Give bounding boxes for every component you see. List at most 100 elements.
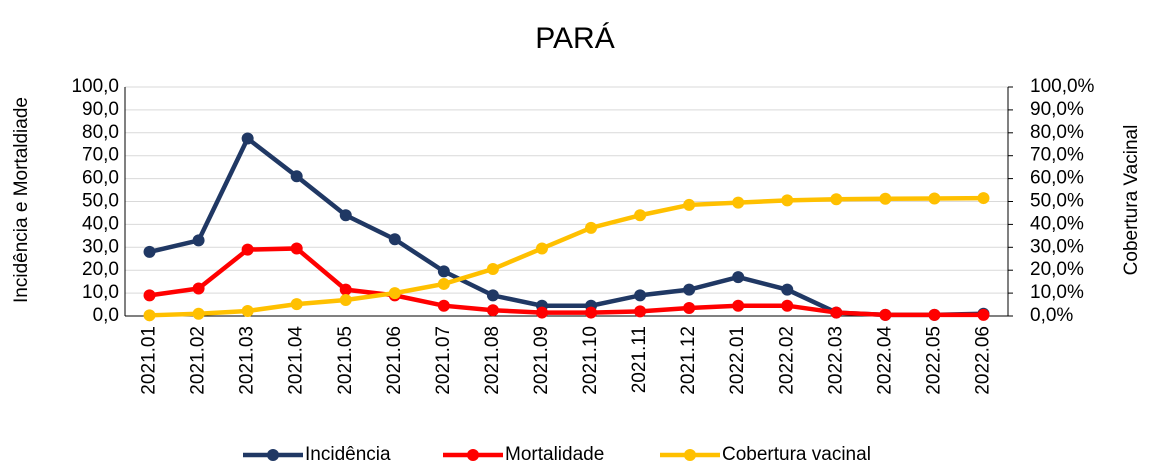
data-point — [486, 304, 499, 317]
y-tick-label: 90,0 — [82, 99, 119, 120]
legend-marker — [684, 449, 696, 461]
data-point — [290, 170, 303, 183]
y-tick-label: 60,0 — [82, 168, 119, 189]
x-tick-label: 2022.01 — [727, 326, 748, 395]
legend-label: Incidência — [305, 444, 391, 465]
x-tick-label: 2022.02 — [776, 326, 797, 395]
data-point — [339, 293, 352, 306]
y-tick-label: 10,0 — [82, 282, 119, 303]
data-point — [486, 263, 499, 276]
data-point — [143, 289, 156, 302]
data-point — [192, 282, 205, 295]
data-point — [290, 242, 303, 255]
series-line — [149, 135, 984, 318]
data-point — [535, 306, 548, 319]
x-tick-label: 2022.04 — [874, 326, 895, 395]
data-point — [732, 271, 745, 284]
y2-tick-label: 90,0% — [1030, 99, 1084, 120]
data-point — [290, 298, 303, 311]
data-point — [241, 304, 254, 317]
data-point — [879, 308, 892, 321]
data-point — [830, 193, 843, 206]
data-point — [585, 306, 598, 319]
x-tick-label: 2022.05 — [923, 326, 944, 395]
data-point — [879, 192, 892, 205]
data-point — [683, 198, 696, 211]
legend-marker — [467, 449, 479, 461]
y-axis-title: Incidência e Mortaldiade — [11, 97, 32, 303]
y-tick-label: 40,0 — [82, 213, 119, 234]
x-tick-label: 2021.02 — [188, 326, 209, 395]
data-point — [585, 221, 598, 234]
x-tick-label: 2021.09 — [531, 326, 552, 395]
data-point — [781, 283, 794, 296]
data-point — [535, 242, 548, 255]
data-point — [928, 308, 941, 321]
data-point — [977, 192, 990, 205]
x-tick-label: 2021.08 — [482, 326, 503, 395]
series-line — [149, 246, 984, 318]
data-point — [437, 299, 450, 312]
y2-tick-label: 50,0% — [1030, 191, 1084, 212]
data-point — [781, 194, 794, 207]
data-point — [388, 233, 401, 246]
y-tick-label: 0,0 — [93, 305, 119, 326]
y2-tick-label: 80,0% — [1030, 122, 1084, 143]
data-point — [634, 305, 647, 318]
x-tick-label: 2021.12 — [678, 326, 699, 395]
data-point — [781, 299, 794, 312]
data-point — [634, 209, 647, 222]
series-line — [149, 195, 984, 318]
y2-tick-label: 20,0% — [1030, 259, 1084, 280]
data-point — [830, 306, 843, 319]
data-point — [241, 132, 254, 145]
data-point — [143, 309, 156, 322]
legend-label: Cobertura vacinal — [722, 444, 871, 465]
data-point — [339, 283, 352, 296]
data-point — [437, 277, 450, 290]
data-point — [192, 234, 205, 247]
data-point — [388, 287, 401, 300]
data-point — [241, 243, 254, 256]
data-point — [732, 299, 745, 312]
y-tick-label: 100,0 — [71, 76, 119, 97]
legend-marker — [267, 449, 279, 461]
data-point — [928, 192, 941, 205]
y2-tick-label: 70,0% — [1030, 145, 1084, 166]
y2-tick-label: 40,0% — [1030, 213, 1084, 234]
y-tick-label: 80,0 — [82, 122, 119, 143]
y-tick-label: 30,0 — [82, 236, 119, 257]
x-tick-label: 2021.01 — [139, 326, 160, 395]
x-tick-label: 2021.04 — [286, 326, 307, 395]
x-tick-label: 2021.07 — [433, 326, 454, 395]
x-tick-label: 2021.11 — [629, 326, 650, 393]
x-tick-label: 2021.03 — [237, 326, 258, 395]
y-tick-label: 70,0 — [82, 145, 119, 166]
data-point — [143, 245, 156, 258]
y-tick-label: 20,0 — [82, 259, 119, 280]
y2-tick-label: 60,0% — [1030, 168, 1084, 189]
data-point — [977, 308, 990, 321]
data-point — [634, 289, 647, 302]
x-tick-label: 2021.05 — [335, 326, 356, 395]
y2-tick-label: 10,0% — [1030, 282, 1084, 303]
x-tick-label: 2022.03 — [825, 326, 846, 395]
data-point — [683, 283, 696, 296]
x-tick-label: 2022.06 — [972, 326, 993, 395]
legend-label: Mortalidade — [505, 444, 604, 465]
y2-tick-label: 0,0% — [1030, 305, 1073, 326]
y2-tick-label: 100,0% — [1030, 76, 1095, 97]
data-point — [683, 301, 696, 314]
x-tick-label: 2021.10 — [580, 326, 601, 395]
chart-title: PARÁ — [535, 22, 614, 55]
y2-tick-label: 30,0% — [1030, 236, 1084, 257]
data-point — [192, 307, 205, 320]
data-point — [437, 265, 450, 278]
data-point — [732, 196, 745, 209]
data-point — [339, 209, 352, 222]
x-tick-label: 2021.06 — [384, 326, 405, 395]
y2-axis-title: Cobertura Vacinal — [1121, 125, 1142, 276]
y-tick-label: 50,0 — [82, 191, 119, 212]
data-point — [486, 289, 499, 302]
